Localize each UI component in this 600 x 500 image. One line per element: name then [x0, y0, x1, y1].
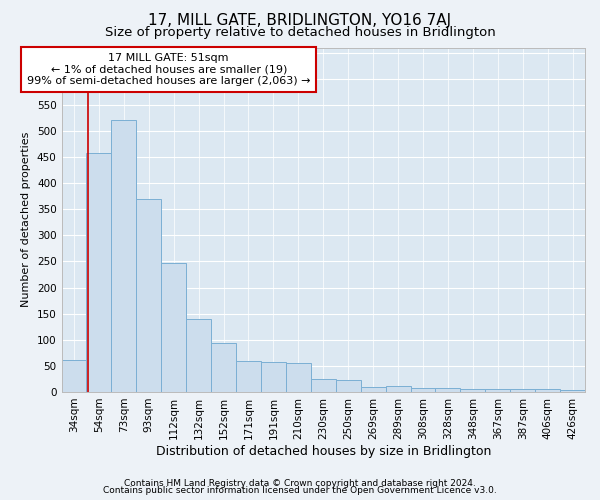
Text: 17 MILL GATE: 51sqm
← 1% of detached houses are smaller (19)
99% of semi-detache: 17 MILL GATE: 51sqm ← 1% of detached hou… — [27, 53, 310, 86]
Bar — [112, 120, 136, 392]
Bar — [386, 386, 410, 392]
Bar — [510, 390, 535, 392]
Text: Contains public sector information licensed under the Open Government Licence v3: Contains public sector information licen… — [103, 486, 497, 495]
Bar — [460, 389, 485, 392]
Bar — [86, 154, 112, 392]
Text: Contains HM Land Registry data © Crown copyright and database right 2024.: Contains HM Land Registry data © Crown c… — [124, 478, 476, 488]
Bar — [186, 319, 211, 392]
Bar — [236, 360, 261, 392]
Bar — [560, 390, 585, 392]
Bar — [261, 362, 286, 392]
Bar — [62, 360, 86, 392]
Bar — [211, 343, 236, 392]
Bar — [535, 390, 560, 392]
Bar — [436, 388, 460, 392]
Bar — [485, 390, 510, 392]
Bar — [410, 388, 436, 392]
Text: 17, MILL GATE, BRIDLINGTON, YO16 7AJ: 17, MILL GATE, BRIDLINGTON, YO16 7AJ — [148, 12, 452, 28]
Text: Size of property relative to detached houses in Bridlington: Size of property relative to detached ho… — [104, 26, 496, 39]
Bar — [161, 263, 186, 392]
Bar — [286, 364, 311, 392]
Bar — [136, 200, 161, 392]
Y-axis label: Number of detached properties: Number of detached properties — [22, 132, 31, 308]
Bar — [311, 379, 336, 392]
X-axis label: Distribution of detached houses by size in Bridlington: Distribution of detached houses by size … — [155, 444, 491, 458]
Bar — [361, 386, 386, 392]
Bar — [336, 380, 361, 392]
